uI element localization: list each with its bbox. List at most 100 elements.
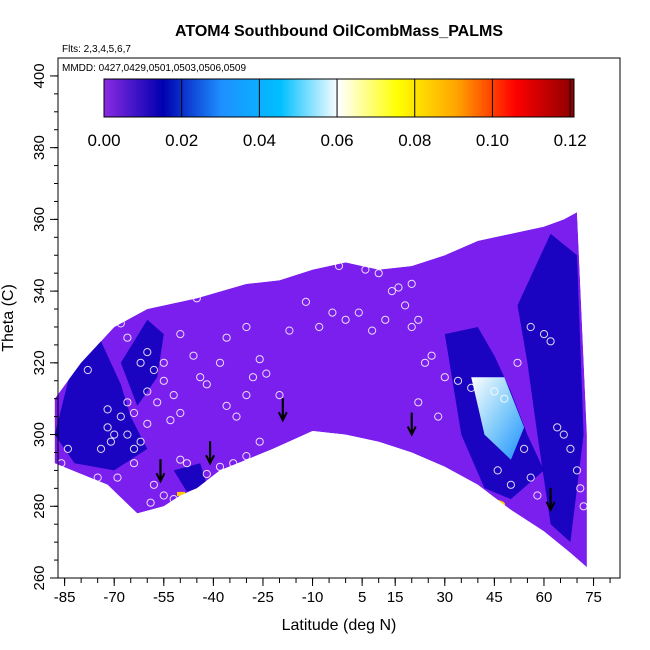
flight-point-59 <box>407 322 416 332</box>
flight-point-14 <box>196 373 205 382</box>
flight-point-83 <box>110 520 119 529</box>
colorbar-tick-label-4: 0.08 <box>398 131 431 150</box>
flight-point-64 <box>453 376 463 385</box>
flight-point-31 <box>381 315 390 324</box>
flight-point-23 <box>275 391 284 400</box>
flight-point-24 <box>285 326 294 335</box>
flight-point-35 <box>129 444 139 453</box>
flight-point-33 <box>407 279 416 288</box>
plot-frame <box>57 57 621 579</box>
flight-point-36 <box>136 437 145 446</box>
flight-point-57 <box>387 287 396 296</box>
x-tick-label-0: -85 <box>54 589 76 606</box>
flight-point-10 <box>159 376 168 385</box>
flight-point-97 <box>63 444 73 453</box>
flight-point-41 <box>182 459 191 468</box>
flight-point-21 <box>255 355 264 364</box>
colorbar-tick-label-1: 0.02 <box>165 131 198 150</box>
flight-point-90 <box>169 495 178 504</box>
x-tick-label-2: -55 <box>153 589 175 606</box>
flight-point-48 <box>143 387 152 396</box>
flight-point-69 <box>526 322 535 332</box>
flight-point-8 <box>143 348 152 357</box>
y-tick-label-0: 260 <box>31 565 48 590</box>
flight-point-81 <box>493 466 502 475</box>
flight-point-32 <box>394 283 403 292</box>
x-tick-label-1: -70 <box>103 589 125 606</box>
y-tick-label-4: 340 <box>31 279 48 304</box>
flight-point-98 <box>103 405 112 414</box>
flight-point-42 <box>202 469 211 479</box>
arrow-3 <box>406 412 417 437</box>
flight-point-50 <box>176 330 185 339</box>
flight-point-91 <box>129 459 139 468</box>
x-tick-label-9: 45 <box>486 589 503 606</box>
y-tick-label-3: 320 <box>31 350 48 375</box>
flight-point-77 <box>520 444 529 453</box>
x-axis-label: Latitude (deg N) <box>282 617 397 634</box>
flight-point-34 <box>123 430 132 439</box>
flight-point-80 <box>506 480 515 489</box>
flight-point-92 <box>414 398 423 407</box>
x-tick-label-3: -40 <box>203 589 225 606</box>
dates-subtitle: MMDD: 0427,0429,0501,0503,0506,0509 <box>62 63 246 74</box>
arrow-0 <box>155 459 166 484</box>
flight-point-61 <box>420 358 430 367</box>
y-tick-label-2: 300 <box>31 422 48 447</box>
flight-point-78 <box>526 473 535 482</box>
colorbar-tick-label-6: 0.12 <box>554 131 587 150</box>
flight-point-39 <box>166 416 175 425</box>
flight-point-19 <box>242 391 251 400</box>
flight-point-58 <box>401 301 410 310</box>
flight-point-54 <box>334 261 344 271</box>
colorbar: 0.00 0.02 0.04 0.06 0.08 0.10 0.12 <box>87 78 587 150</box>
flight-point-4 <box>113 473 122 482</box>
flight-point-22 <box>262 369 271 378</box>
flight-point-71 <box>546 337 555 346</box>
colorbar-tick-label-2: 0.04 <box>243 131 276 150</box>
x-tick-label-5: -10 <box>302 589 324 606</box>
hot-spot-halo <box>477 499 506 510</box>
flight-point-55 <box>361 265 370 274</box>
flight-point-60 <box>414 315 423 324</box>
flight-point-62 <box>427 351 436 360</box>
arrow-1 <box>205 441 215 466</box>
flight-point-7 <box>136 358 145 367</box>
deep-region-0 <box>54 341 148 471</box>
deep-region-1 <box>120 319 164 406</box>
flight-point-88 <box>159 491 168 500</box>
flight-point-49 <box>159 358 168 367</box>
y-axis: 260 280 300 320 340 360 380 400 <box>31 63 58 591</box>
flight-point-43 <box>215 462 225 471</box>
flight-point-101 <box>96 444 106 453</box>
y-tick-label-6: 380 <box>31 135 48 160</box>
flight-point-44 <box>229 459 238 468</box>
chart-title: ATOM4 Southbound OilCombMass_PALMS <box>175 23 503 40</box>
flights-subtitle: Flts: 2,3,4,5,6,7 <box>62 44 131 55</box>
x-axis: -85 -70 -55 -40 -25 -10 5 15 30 45 60 75 <box>54 578 611 606</box>
flight-point-26 <box>315 322 324 332</box>
flight-point-100 <box>123 398 132 407</box>
flight-point-30 <box>368 326 377 335</box>
x-tick-label-11: 75 <box>585 589 602 606</box>
flight-point-56 <box>374 269 383 278</box>
flight-point-6 <box>123 333 132 342</box>
flight-point-47 <box>129 408 139 418</box>
flight-point-13 <box>189 351 198 360</box>
flight-point-25 <box>301 297 310 306</box>
y-tick-label-1: 280 <box>31 494 48 519</box>
flight-point-84 <box>116 530 125 540</box>
heatmap-field <box>54 212 587 568</box>
deep-region-4 <box>173 463 207 492</box>
colorbar-tick-label-5: 0.10 <box>476 131 509 150</box>
flight-point-65 <box>467 383 476 392</box>
flight-point-94 <box>103 423 112 432</box>
flight-point-63 <box>440 373 449 382</box>
x-tick-label-6: 5 <box>358 589 366 606</box>
colorbar-tick-label-0: 0.00 <box>87 131 120 150</box>
flight-point-15 <box>202 380 211 389</box>
flight-point-76 <box>579 502 588 511</box>
flight-point-0 <box>60 369 69 378</box>
flight-point-70 <box>539 330 549 339</box>
